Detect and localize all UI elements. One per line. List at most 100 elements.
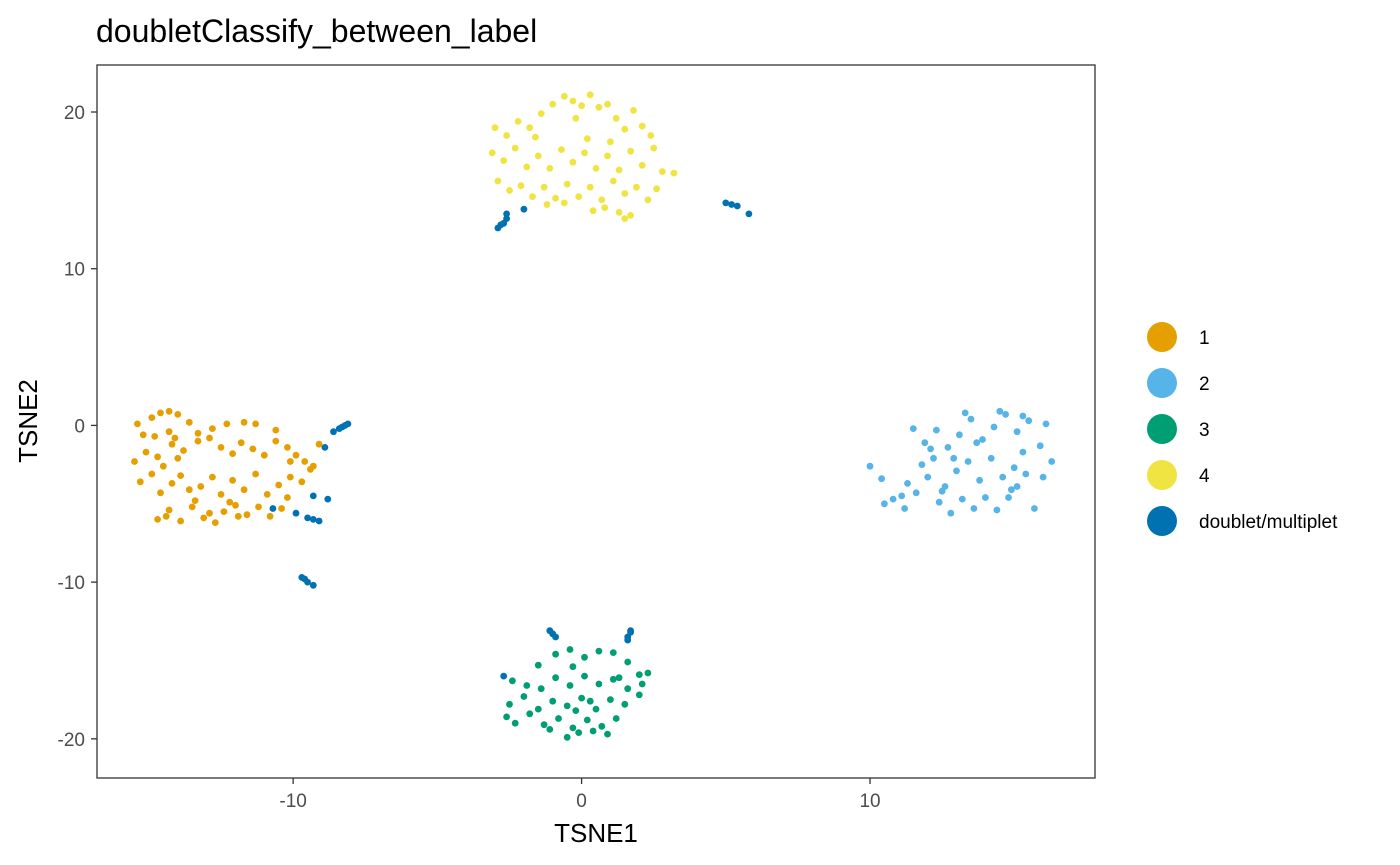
scatter-point (722, 199, 730, 207)
scatter-point (197, 483, 205, 490)
scatter-point (491, 124, 499, 132)
scatter-point (615, 674, 623, 682)
scatter-point (243, 511, 251, 519)
scatter-point (581, 672, 588, 680)
scatter-point (165, 428, 173, 436)
legend-key (1147, 368, 1177, 398)
scatter-point (168, 440, 176, 448)
scatter-point (569, 724, 577, 732)
x-tick-label: 0 (576, 791, 587, 812)
scatter-point (537, 685, 545, 693)
scatter-point (511, 144, 519, 152)
series-5 (269, 199, 753, 680)
scatter-point (537, 110, 545, 117)
scatter-point (1048, 458, 1056, 465)
legend-label: 4 (1199, 466, 1210, 487)
scatter-point (1013, 483, 1021, 490)
scatter-point (1013, 428, 1021, 436)
legend-label: 3 (1199, 420, 1210, 441)
scatter-point (131, 458, 138, 465)
scatter-point (575, 193, 583, 201)
scatter-point (1010, 464, 1018, 472)
scatter-point (912, 489, 920, 497)
scatter-point (552, 674, 559, 682)
scatter-point (543, 201, 551, 208)
legend-key (1147, 506, 1177, 536)
y-tick-label: 0 (74, 416, 85, 437)
chart-title: doubletClassify_between_label (96, 13, 537, 49)
scatter-point (226, 498, 234, 506)
scatter-point (569, 158, 577, 166)
scatter-point (630, 107, 637, 114)
scatter-point (552, 633, 559, 641)
scatter-point (191, 497, 199, 504)
scatter-point (185, 418, 193, 426)
scatter-point (956, 431, 963, 439)
y-axis-label: TSNE2 (13, 379, 43, 463)
scatter-point (500, 672, 508, 680)
scatter-point (278, 505, 285, 512)
scatter-point (200, 514, 208, 522)
scatter-point (206, 434, 213, 442)
scatter-point (1039, 473, 1047, 481)
scatter-point (139, 431, 147, 439)
scatter-point (229, 450, 237, 457)
scatter-point (583, 716, 591, 724)
scatter-point (503, 713, 510, 721)
scatter-point (151, 433, 159, 440)
scatter-point (944, 444, 952, 451)
scatter-point (266, 512, 274, 520)
scatter-point (335, 425, 343, 432)
scatter-point (272, 437, 280, 445)
scatter-point (592, 165, 600, 172)
scatter-point (220, 508, 228, 515)
scatter-point (304, 578, 311, 586)
scatter-point (162, 512, 170, 520)
scatter-point (878, 475, 885, 483)
scatter-point (529, 193, 536, 201)
scatter-point (621, 700, 629, 708)
scatter-point (157, 409, 164, 417)
scatter-point (560, 199, 568, 207)
scatter-point (552, 650, 559, 658)
scatter-point (188, 503, 196, 511)
scatter-point (309, 492, 317, 500)
scatter-point (967, 415, 975, 423)
scatter-point (607, 138, 614, 146)
scatter-point (653, 185, 660, 193)
scatter-point (563, 180, 571, 188)
scatter-point (142, 448, 150, 456)
scatter-point (621, 190, 629, 197)
scatter-point (589, 207, 597, 215)
scatter-point (609, 649, 617, 656)
scatter-point (211, 519, 219, 526)
scatter-point (165, 407, 173, 415)
scatter-point (901, 505, 908, 512)
scatter-point (500, 157, 508, 165)
scatter-point (595, 680, 603, 688)
scatter-point (552, 194, 559, 202)
scatter-point (598, 196, 606, 204)
scatter-point (638, 680, 646, 688)
scatter-point (927, 445, 934, 453)
scatter-point (733, 202, 741, 210)
scatter-point (933, 426, 940, 434)
scatter-point (240, 418, 248, 426)
scatter-point (566, 646, 574, 653)
scatter-point (638, 161, 646, 169)
scatter-point (249, 445, 257, 453)
scatter-point (309, 516, 317, 523)
legend-key (1147, 460, 1177, 490)
scatter-point (526, 124, 534, 132)
y-axis-ticks: -20 -10 0 10 20 (58, 103, 97, 751)
scatter-point (506, 187, 513, 194)
scatter-point (581, 149, 588, 157)
scatter-point (506, 700, 513, 708)
scatter-point (1019, 448, 1027, 456)
scatter-point (958, 495, 966, 503)
scatter-point (990, 423, 998, 431)
scatter-point (194, 437, 202, 445)
scatter-point (970, 505, 978, 512)
scatter-point (1022, 470, 1030, 478)
scatter-point (566, 682, 574, 689)
